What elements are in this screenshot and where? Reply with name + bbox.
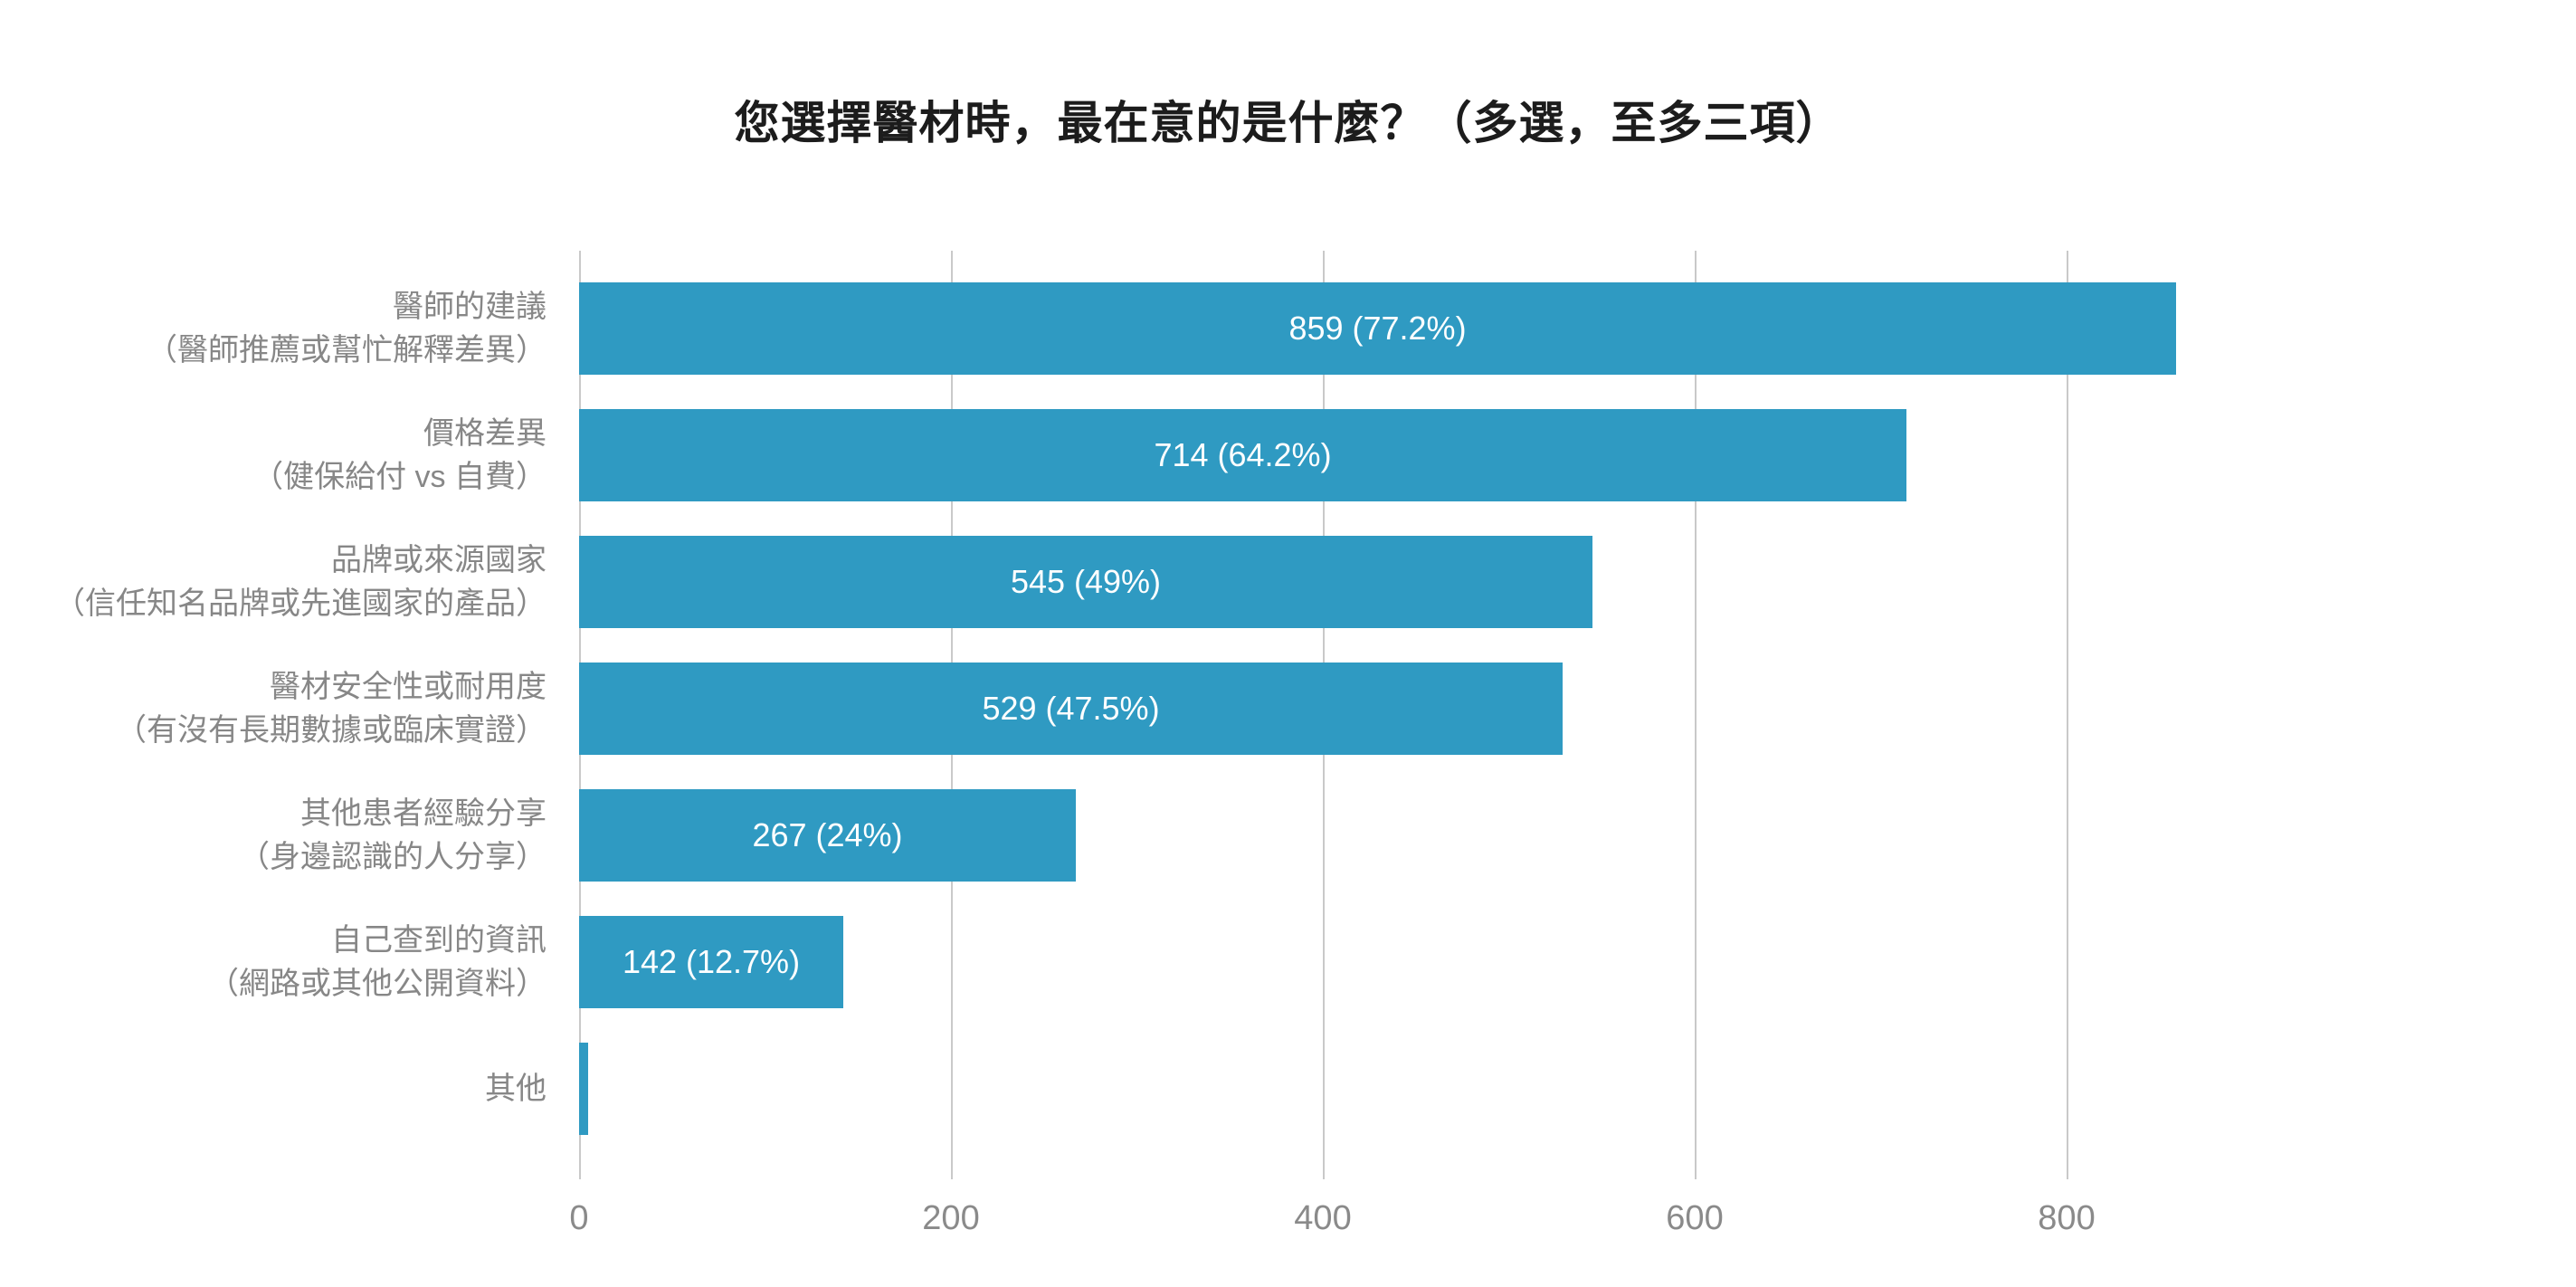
bar-value-label: 714 (64.2%): [1154, 436, 1332, 473]
chart-title: 您選擇醫材時，最在意的是什麼？（多選，至多三項）: [734, 98, 1842, 148]
bar-row: [579, 1025, 2479, 1152]
category-label-sub: （有沒有長期數據或臨床實證）: [116, 713, 547, 748]
bar-row: 529 (47.5%): [579, 645, 2479, 772]
x-axis-tick-label: 800: [2038, 1199, 2096, 1237]
category-label-main: 價格差異: [423, 416, 547, 451]
bar-rows: 859 (77.2%) 714 (64.2%) 545 (49%) 529 (47.5…: [579, 265, 2479, 1152]
bar-row: 859 (77.2%): [579, 265, 2479, 392]
category-label-main: 醫材安全性或耐用度: [270, 670, 547, 704]
category-label-column: 醫師的建議 （醫師推薦或幫忙解釋差異） 價格差異 （健保給付 vs 自費） 品牌或來源國…: [0, 265, 547, 1152]
category-label: 其他: [0, 1025, 547, 1152]
category-label-main: 品牌或來源國家: [331, 543, 547, 577]
bar: 714 (64.2%): [579, 409, 1906, 501]
x-axis-tick-label: 400: [1294, 1199, 1352, 1237]
bar: 529 (47.5%): [579, 663, 1563, 755]
bar-row: 545 (49%): [579, 519, 2479, 645]
category-label-sub: （信任知名品牌或先進國家的產品）: [54, 586, 547, 621]
bar-value-label: 529 (47.5%): [982, 690, 1160, 727]
gridline: [1695, 251, 1697, 1179]
category-label-sub: （健保給付 vs 自費）: [252, 460, 547, 494]
category-label: 品牌或來源國家 （信任知名品牌或先進國家的產品）: [0, 519, 547, 645]
category-label-sub: （身邊認識的人分享）: [239, 840, 547, 874]
x-axis-tick-label: 200: [922, 1199, 980, 1237]
category-label-sub: （醫師推薦或幫忙解釋差異）: [147, 333, 547, 367]
bar-value-label: 142 (12.7%): [622, 943, 801, 980]
bar-row: 142 (12.7%): [579, 899, 2479, 1025]
bar: 859 (77.2%): [579, 282, 2176, 375]
category-label-main: 其他患者經驗分享: [300, 796, 547, 831]
bar-row: 267 (24%): [579, 772, 2479, 899]
gridline: [2067, 251, 2068, 1179]
bar: [579, 1043, 588, 1135]
category-label: 醫材安全性或耐用度 （有沒有長期數據或臨床實證）: [0, 645, 547, 772]
x-axis-tick-label: 600: [1666, 1199, 1724, 1237]
category-label: 其他患者經驗分享 （身邊認識的人分享）: [0, 772, 547, 899]
category-label-main: 醫師的建議: [393, 290, 547, 324]
category-label-main: 自己查到的資訊: [331, 923, 547, 958]
bar-row: 714 (64.2%): [579, 392, 2479, 519]
x-axis-tick-label: 0: [569, 1199, 589, 1237]
category-label: 價格差異 （健保給付 vs 自費）: [0, 392, 547, 519]
category-label-sub: （網路或其他公開資料）: [208, 967, 547, 1001]
category-label: 自己查到的資訊 （網路或其他公開資料）: [0, 899, 547, 1025]
bar-value-label: 267 (24%): [752, 816, 903, 853]
bar-value-label: 859 (77.2%): [1288, 310, 1467, 347]
x-axis: 0 200 400 600 800: [569, 1179, 2479, 1252]
bar: 545 (49%): [579, 536, 1592, 628]
category-label: 醫師的建議 （醫師推薦或幫忙解釋差異）: [0, 265, 547, 392]
bar-value-label: 545 (49%): [1010, 563, 1162, 600]
bar: 142 (12.7%): [579, 916, 843, 1008]
category-label-main: 其他: [485, 1072, 547, 1106]
bar: 267 (24%): [579, 789, 1076, 882]
